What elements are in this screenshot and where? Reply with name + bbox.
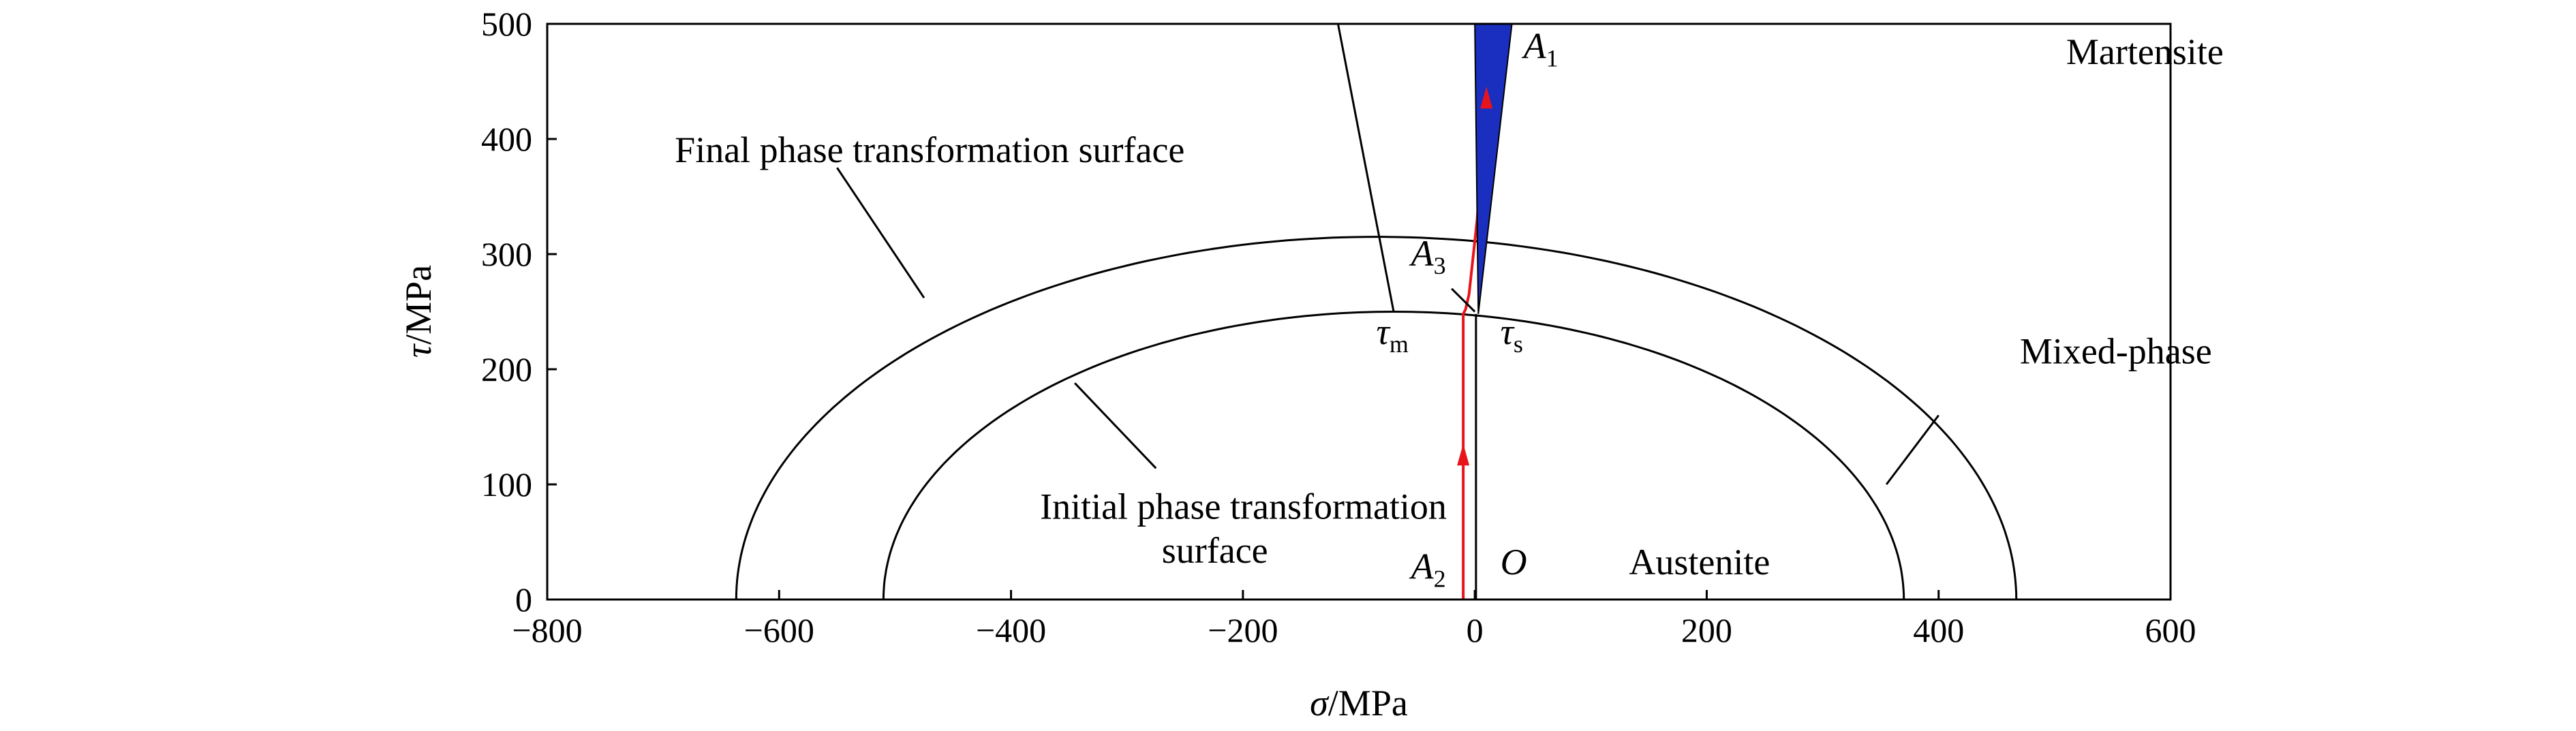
initial-surface-label-line2: surface <box>1162 530 1268 571</box>
x-tick-label: −400 <box>976 611 1046 649</box>
mixed-phase-label: Mixed-phase <box>2020 331 2212 372</box>
y-tick-label: 400 <box>481 120 532 158</box>
x-tick-label: 0 <box>1467 611 1484 649</box>
leader-lines <box>836 23 1939 485</box>
x-tick-label: −200 <box>1208 611 1278 649</box>
x-tick-label: −600 <box>744 611 814 649</box>
final-surface-label: Final phase transformation surface <box>675 129 1184 170</box>
y-tick-label: 300 <box>481 235 532 273</box>
point-a1-label: A1 <box>1522 26 1559 72</box>
tick-labels: −800 −600 −400 −200 0 200 400 600 0 100 200 300 400 5… <box>481 5 2196 649</box>
x-tick-label: −800 <box>512 611 582 649</box>
martensite-wedge <box>1474 24 1513 314</box>
point-a3-label: A3 <box>1409 233 1446 279</box>
annotations: Final phase transformation surface Initia… <box>675 26 2224 593</box>
leader-line <box>1074 382 1157 469</box>
y-tick-label: 0 <box>515 580 532 619</box>
y-tick-label: 200 <box>481 350 532 388</box>
initial-surface-label-line1: Initial phase transformation <box>1040 486 1447 527</box>
tau-s-label: τs <box>1501 311 1523 358</box>
y-tick-label: 100 <box>481 465 532 503</box>
leader-line <box>1336 23 1395 312</box>
x-tick-label: 200 <box>1681 611 1732 649</box>
martensite-label: Martensite <box>2066 31 2224 72</box>
leader-line <box>1451 287 1476 313</box>
leader-line <box>836 167 925 299</box>
plot-frame <box>546 22 2172 601</box>
origin-label: O <box>1501 542 1527 582</box>
austenite-label: Austenite <box>1629 542 1770 582</box>
x-tick-label: 400 <box>1913 611 1964 649</box>
x-axis-title: σ/MPa <box>1310 683 1408 724</box>
path-arrowhead <box>1457 444 1470 466</box>
plot-area-curves <box>735 24 2018 600</box>
y-axis-title: τ/MPa <box>398 265 439 358</box>
axes-frame <box>546 22 2172 601</box>
final-surface-curve <box>735 236 2018 600</box>
leader-line <box>1885 414 1939 485</box>
tau-m-label: τm <box>1377 311 1409 358</box>
path-arrowhead <box>1480 87 1493 109</box>
x-tick-label: 600 <box>2145 611 2196 649</box>
y-tick-label: 500 <box>481 5 532 43</box>
point-a2-label: A2 <box>1409 546 1446 593</box>
